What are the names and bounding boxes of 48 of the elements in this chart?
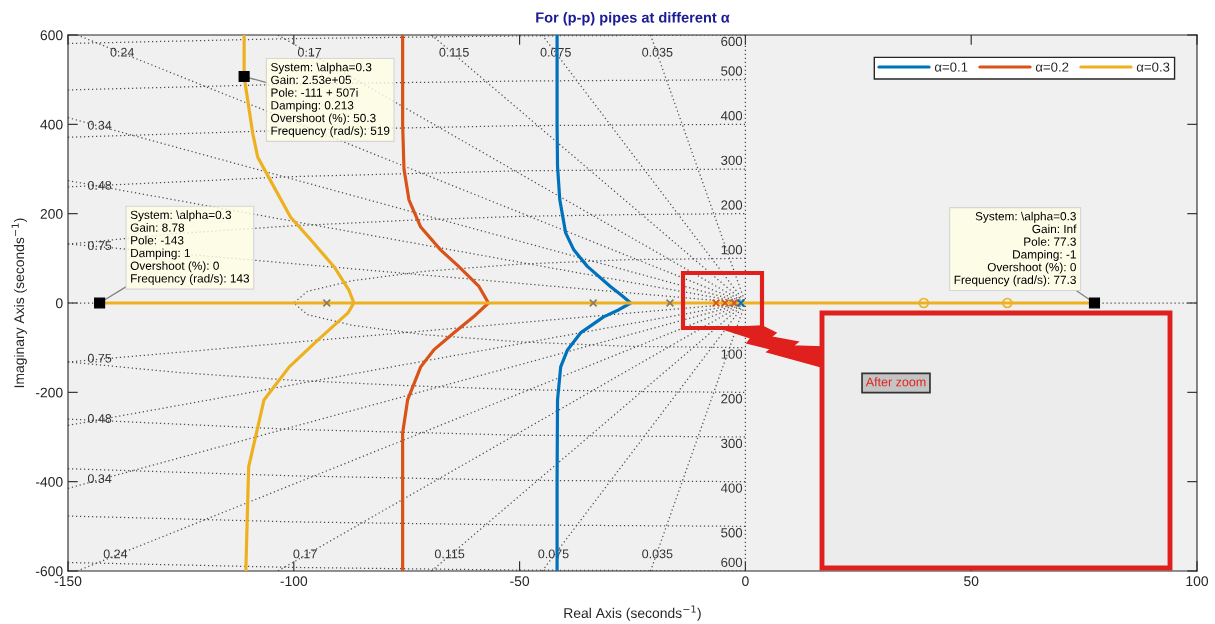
annotation: 300 <box>721 155 743 165</box>
y-axis-title: Imaginary Axis (seconds$^{−1}$) <box>11 218 27 388</box>
annotation: 0.24 <box>110 47 134 57</box>
annotation: 0.17 <box>293 549 317 559</box>
chart-title: For (p-p) pipes at different α <box>536 11 730 26</box>
annotation: 200 <box>721 394 743 404</box>
x-tick-label: 0 <box>742 576 749 587</box>
x-tick-label: -50 <box>510 576 530 587</box>
annotation: 0.24 <box>103 549 128 559</box>
legend-label: α=0.2 <box>1035 62 1069 72</box>
annotation: 0.34 <box>87 120 112 130</box>
y-tick-label: -400 <box>35 477 63 487</box>
annotation: 200 <box>721 200 743 210</box>
annotation: 0.17 <box>297 47 322 57</box>
annotation: 0.115 <box>439 47 469 57</box>
x-tick-label: -150 <box>54 576 82 587</box>
annotation: 0.75 <box>87 353 112 363</box>
annotation: 0.115 <box>434 549 465 559</box>
annotation: 400 <box>720 110 743 121</box>
y-tick-label: -600 <box>35 566 63 577</box>
annotation: 600 <box>721 557 743 567</box>
y-tick-label: 200 <box>40 209 63 219</box>
y-tick-label: -200 <box>35 387 63 398</box>
x-tick-label: 100 <box>1186 576 1209 587</box>
annotation: 500 <box>721 66 743 76</box>
legend-label: α=0.3 <box>1136 62 1170 72</box>
annotation: 0.035 <box>642 47 673 57</box>
annotation: 0.48 <box>87 414 112 423</box>
x-tick-label: 50 <box>964 576 979 587</box>
y-tick-label: 600 <box>40 30 63 41</box>
annotation: 0.48 <box>87 180 112 190</box>
annotation: 0.75 <box>87 241 112 251</box>
x-axis-title: Real Axis (seconds$^{−1}$) <box>564 605 701 621</box>
annotation: After zoom <box>865 377 926 387</box>
annotation: 400 <box>720 483 743 493</box>
annotation: 100 <box>721 349 743 359</box>
y-tick-label: 0 <box>55 298 63 309</box>
x-tick-label: -100 <box>280 576 308 587</box>
y-tick-label: 400 <box>40 119 63 130</box>
annotation: System: \alpha=0.3 Gain: 8.78 Pole: -143 Damping: 1 Overshoot (%): 0 Frequency (rad/s): 143 <box>130 210 250 285</box>
annotation: 100 <box>721 244 743 255</box>
annotation: 0.035 <box>642 549 673 559</box>
annotation: System: \alpha=0.3 Gain: 2.53e+05 Pole: -111 + 507i Damping: 0.213 Overshoot (%): 50.3 Frequency (rad/s): 519 <box>271 62 390 138</box>
annotation: 300 <box>721 438 743 449</box>
annotation: System: \alpha=0.3 Gain: Inf Pole: 77.3 Damping: -1 Overshoot (%): 0 Frequency (rad/s): 77.3 <box>954 211 1077 287</box>
legend-label: α=0.1 <box>934 62 968 72</box>
annotation: 500 <box>721 528 743 538</box>
annotation: 600 <box>721 36 743 47</box>
